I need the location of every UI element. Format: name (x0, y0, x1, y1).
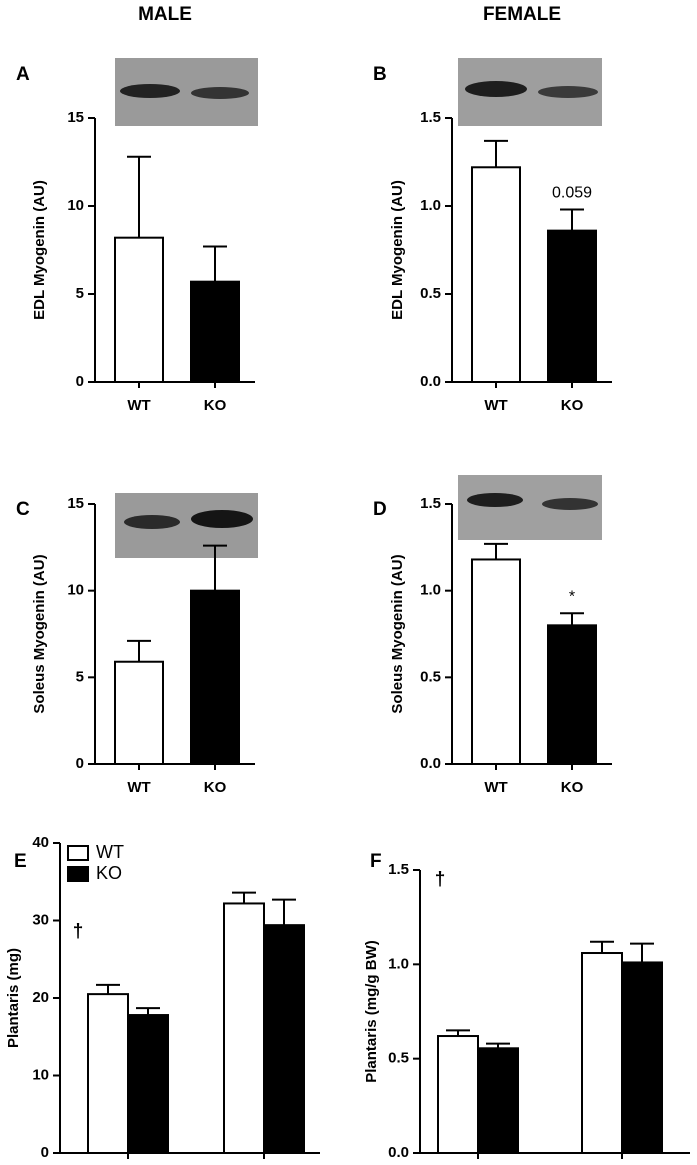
bar (477, 1047, 519, 1155)
legend-label: WT (96, 842, 124, 862)
error-bar (560, 208, 584, 231)
bar (471, 166, 521, 383)
y-tick-label: 10 (67, 582, 84, 599)
y-tick-label: 1.0 (420, 582, 441, 599)
bar (114, 236, 164, 383)
blot (458, 475, 602, 540)
bar (471, 558, 521, 766)
y-axis-label: EDL Myogenin (AU) (31, 180, 48, 320)
blot (115, 493, 258, 558)
annotation: † (73, 921, 84, 942)
x-tick-label: KO (204, 397, 227, 414)
x-tick-label: WT (484, 779, 507, 796)
y-tick-label: 0.5 (420, 285, 441, 302)
y-tick-label: 15 (67, 495, 84, 512)
y-tick-label: 1.0 (420, 197, 441, 214)
x-tick-label: KO (204, 779, 227, 796)
panel-label: A (16, 64, 30, 85)
x-tick-label: KO (561, 779, 584, 796)
error-bar (127, 155, 151, 238)
y-tick-label: 0.0 (420, 373, 441, 390)
annotation: 0.059 (552, 185, 592, 202)
error-bar (232, 891, 256, 904)
bar (547, 624, 597, 765)
y-tick-label: 0 (76, 755, 84, 772)
bar (127, 1014, 169, 1154)
y-tick-label: 40 (32, 834, 49, 851)
bar (263, 924, 305, 1155)
panel-label: F (370, 851, 382, 872)
error-bar (136, 1007, 160, 1016)
bar (190, 589, 240, 766)
blot (115, 58, 258, 126)
y-tick-label: 20 (32, 989, 49, 1006)
panel-label: C (16, 499, 30, 520)
panel-label: B (373, 64, 387, 85)
error-bar (272, 898, 296, 926)
y-tick-label: 30 (32, 911, 49, 928)
y-tick-label: 1.5 (388, 861, 409, 878)
column-header: MALE (138, 4, 192, 25)
annotation: † (435, 869, 446, 890)
bar (223, 902, 265, 1155)
x-tick-label: KO (561, 397, 584, 414)
panel-label: D (373, 499, 387, 520)
y-tick-label: 1.0 (388, 955, 409, 972)
bar (581, 952, 623, 1154)
y-tick-label: 1.5 (420, 495, 441, 512)
y-tick-label: 15 (67, 109, 84, 126)
y-tick-label: 10 (32, 1066, 49, 1083)
error-bar (96, 983, 120, 995)
y-axis-label: Plantaris (mg/g BW) (363, 940, 380, 1083)
y-axis-label: Soleus Myogenin (AU) (389, 554, 406, 713)
error-bar (590, 940, 614, 954)
bar (87, 993, 129, 1154)
y-tick-label: 1.5 (420, 109, 441, 126)
x-tick-label: WT (484, 397, 507, 414)
error-bar (127, 639, 151, 662)
y-tick-label: 0.5 (388, 1050, 409, 1067)
bar (621, 961, 663, 1154)
y-tick-label: 5 (76, 668, 84, 685)
y-tick-label: 0.5 (420, 668, 441, 685)
y-tick-label: 10 (67, 197, 84, 214)
legend-swatch (67, 845, 89, 861)
y-tick-label: 0.0 (388, 1144, 409, 1161)
y-tick-label: 5 (76, 285, 84, 302)
x-tick-label: WT (127, 397, 150, 414)
legend-label: KO (96, 863, 122, 883)
error-bar (630, 942, 654, 963)
y-tick-label: 0 (76, 373, 84, 390)
y-tick-label: 0.0 (420, 755, 441, 772)
y-axis-label: EDL Myogenin (AU) (389, 180, 406, 320)
y-axis-label: Plantaris (mg) (5, 948, 22, 1048)
bar (190, 280, 240, 383)
column-header: FEMALE (483, 4, 561, 25)
legend-swatch (67, 866, 89, 882)
bar (547, 229, 597, 383)
y-tick-label: 0 (41, 1144, 49, 1161)
bar (114, 660, 164, 766)
error-bar (203, 245, 227, 282)
error-bar (203, 544, 227, 591)
error-bar (484, 139, 508, 168)
bar (437, 1035, 479, 1154)
panel-label: E (14, 851, 27, 872)
y-axis-label: Soleus Myogenin (AU) (31, 554, 48, 713)
error-bar (560, 612, 584, 626)
annotation: * (569, 588, 575, 605)
error-bar (484, 542, 508, 560)
blot (458, 58, 602, 126)
x-tick-label: WT (127, 779, 150, 796)
